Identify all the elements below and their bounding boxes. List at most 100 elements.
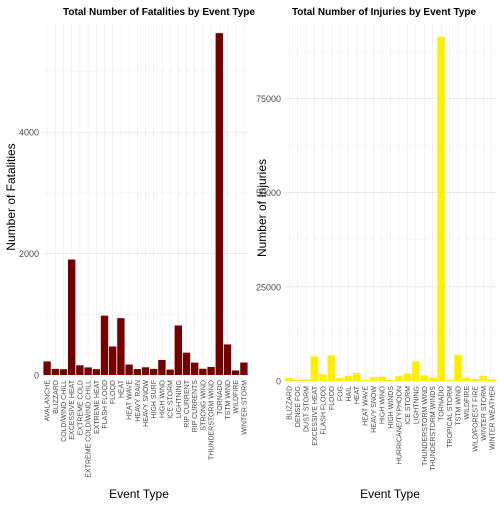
fatalities-bar <box>100 315 109 375</box>
fatalities-bar <box>51 368 59 375</box>
x-tick-label: THUNDERSTORM WIND <box>422 386 429 466</box>
x-tick-label: HEAT WAVE <box>127 380 134 420</box>
fatalities-y-axis-label: Number of Fatalities <box>4 143 18 250</box>
x-tick-label: RIP CURRENTS <box>192 380 199 433</box>
fatalities-bar <box>150 368 158 375</box>
x-tick-label: WINTER STORM <box>241 380 248 435</box>
y-tick-label: 4000 <box>19 128 39 138</box>
x-tick-label: FLASH FLOOD <box>320 386 327 435</box>
x-tick-label: THUNDERSTORM WIND <box>209 380 216 460</box>
y-tick-label: 75000 <box>256 94 281 104</box>
fatalities-y-axis-ticks: 0 2000 4000 <box>19 128 39 381</box>
x-tick-label: TORNADO <box>439 385 446 420</box>
x-tick-label: HIGH SURF <box>151 380 158 419</box>
x-tick-label: TSTM WIND <box>225 380 232 420</box>
injuries-bars <box>285 36 496 382</box>
x-tick-label: WILDFIRE <box>233 380 240 414</box>
x-tick-label: THUNDERSTORM WINDS <box>430 386 437 471</box>
fatalities-bar <box>68 259 76 375</box>
x-tick-label: FLOOD <box>110 380 117 404</box>
injuries-bar <box>344 375 353 381</box>
fatalities-x-axis-label: Event Type <box>109 487 169 501</box>
fatalities-bar <box>141 367 150 375</box>
x-tick-label: BLIZZARD <box>287 386 294 420</box>
fatalities-bar <box>191 362 199 375</box>
injuries-bar <box>302 379 310 381</box>
fatalities-x-axis-ticks: AVALANCHE BLIZZARD COLD/WIND CHILL EXCESSIV… <box>45 379 249 477</box>
x-tick-label: DUST STORM <box>304 386 311 432</box>
x-tick-label: EXTREME COLD/WIND CHILL <box>86 380 93 478</box>
fatalities-bar <box>199 368 207 375</box>
fatalities-bar <box>223 344 232 375</box>
x-tick-label: FLASH FLOOD <box>102 380 109 429</box>
x-tick-label: HEAVY SNOW <box>371 386 378 433</box>
fatalities-bar <box>117 318 125 375</box>
x-tick-label: WILD/FOREST FIRE <box>472 386 479 452</box>
x-tick-label: DENSE FOG <box>295 386 302 427</box>
injuries-bar <box>395 376 403 381</box>
injuries-bar <box>336 378 344 381</box>
fatalities-bar <box>43 361 51 375</box>
fatalities-chart-panel: Total Number of Fatalities by Event Type… <box>4 7 255 501</box>
fatalities-bar <box>59 369 68 375</box>
injuries-bar <box>428 377 437 381</box>
fatalities-bars <box>43 33 248 376</box>
x-tick-label: COLD/WIND CHILL <box>61 380 68 442</box>
x-tick-label: AVALANCHE <box>45 380 52 422</box>
injuries-y-axis-label: Number of Injuries <box>255 159 269 257</box>
injuries-bar <box>487 379 496 381</box>
x-tick-label: WILDFIRE <box>464 386 471 420</box>
fatalities-bar <box>158 359 166 375</box>
x-tick-label: HAIL <box>346 386 353 402</box>
fatalities-bar <box>215 33 223 376</box>
injuries-x-axis-ticks: BLIZZARD DENSE FOG DUST STORM EXCESSIVE HEA… <box>287 385 497 470</box>
injuries-bar <box>471 378 479 381</box>
injuries-bar <box>412 361 420 381</box>
fatalities-bar <box>240 362 248 375</box>
y-tick-label: 25000 <box>256 282 281 292</box>
fatalities-bar <box>166 369 174 375</box>
fatalities-bar <box>232 370 240 375</box>
injuries-bar <box>310 356 319 381</box>
x-tick-label: HEAT WAVE <box>363 386 370 426</box>
injuries-bar <box>327 355 336 381</box>
x-tick-label: BLIZZARD <box>53 380 60 414</box>
injuries-y-axis-ticks: 0 25000 50000 75000 <box>256 94 281 387</box>
injuries-x-axis-label: Event Type <box>360 487 420 501</box>
fatalities-chart-title: Total Number of Fatalities by Event Type <box>63 7 255 18</box>
x-tick-label: TORNADO <box>217 379 224 414</box>
fatalities-bar <box>207 366 215 375</box>
injuries-bar <box>293 379 302 381</box>
x-tick-label: HEAT <box>354 385 361 404</box>
x-tick-label: ICE STORM <box>405 386 412 425</box>
x-tick-label: TROPICAL STORM <box>447 386 454 448</box>
injuries-chart-title: Total Number of Injuries by Event Type <box>292 7 477 18</box>
x-tick-label: WINTER WEATHER <box>489 386 496 450</box>
y-tick-label: 0 <box>276 377 281 387</box>
injuries-bar <box>445 379 454 381</box>
x-tick-label: LIGHTNING <box>413 386 420 424</box>
injuries-bar <box>420 375 429 381</box>
fatalities-bar <box>92 369 100 375</box>
x-tick-label: HIGH WIND <box>159 380 166 418</box>
x-tick-label: FLOOD <box>329 386 336 410</box>
injuries-bar <box>378 376 386 381</box>
x-tick-label: FOG <box>337 386 344 401</box>
x-tick-label: EXTREME COLD <box>77 380 84 435</box>
x-tick-label: TSTM WIND <box>456 386 463 426</box>
x-tick-label: EXCESSIVE HEAT <box>312 385 319 446</box>
fatalities-bar <box>133 369 141 375</box>
injuries-bar <box>319 374 327 381</box>
injuries-bar <box>352 373 361 381</box>
y-tick-label: 0 <box>34 371 39 381</box>
x-tick-label: LIGHTNING <box>176 380 183 418</box>
injuries-grid <box>285 23 496 382</box>
x-tick-label: ICE STORM <box>168 380 175 419</box>
x-tick-label: WINTER STORM <box>481 386 488 441</box>
injuries-bar <box>285 377 294 381</box>
injuries-bar <box>386 379 395 381</box>
x-tick-label: STRONG WIND <box>200 380 207 431</box>
x-tick-label: EXTREME HEAT <box>94 379 101 434</box>
